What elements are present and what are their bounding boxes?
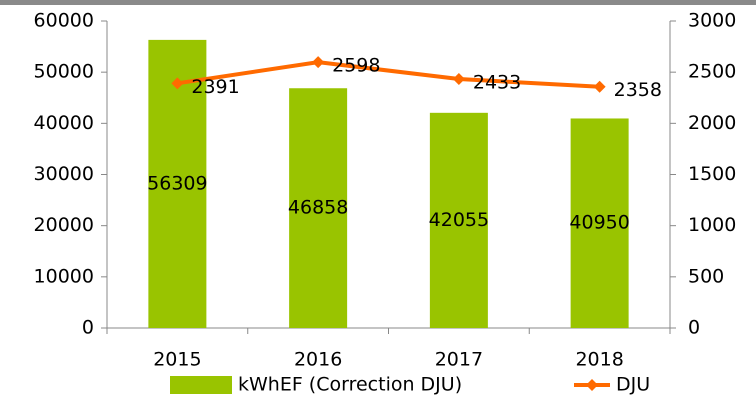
bar-value-label: 56309 — [147, 172, 207, 194]
line-marker — [171, 77, 184, 90]
bar — [289, 88, 348, 329]
frame-top — [0, 0, 756, 5]
bar-value-label: 40950 — [569, 212, 629, 234]
y2-tick-label: 3000 — [688, 10, 736, 32]
line-value-label: 2391 — [191, 76, 239, 98]
line-value-label: 2598 — [332, 55, 380, 77]
y2-tick-label: 2500 — [688, 61, 736, 83]
y2-tick-label: 500 — [688, 265, 724, 287]
y2-tick-label: 0 — [688, 317, 700, 339]
y-tick-label: 50000 — [34, 61, 94, 83]
legend-label: DJU — [616, 374, 650, 396]
x-tick-label: 2018 — [575, 349, 623, 371]
x-tick-label: 2017 — [435, 349, 483, 371]
x-tick-label: 2015 — [153, 349, 201, 371]
bar — [429, 112, 488, 329]
bar-value-label: 46858 — [288, 197, 348, 219]
y-tick-label: 60000 — [34, 10, 94, 32]
line-marker — [593, 80, 606, 93]
line-value-label: 2358 — [614, 79, 662, 101]
legend-marker — [586, 379, 598, 391]
line — [177, 60, 600, 89]
legend-label: kWhEF (Correction DJU) — [238, 374, 462, 396]
y2-tick-label: 2000 — [688, 112, 736, 134]
line-value-label: 2433 — [473, 72, 521, 94]
y-tick-label: 40000 — [34, 112, 94, 134]
y-tick-label: 0 — [82, 317, 94, 339]
line-marker — [452, 73, 465, 86]
legend-swatch — [170, 376, 232, 394]
y-tick-label: 20000 — [34, 214, 94, 236]
x-tick-label: 2016 — [294, 349, 342, 371]
line-marker — [312, 56, 325, 69]
y2-tick-label: 1500 — [688, 163, 736, 185]
y-tick-label: 10000 — [34, 265, 94, 287]
bar — [570, 118, 629, 328]
y2-tick-label: 1000 — [688, 214, 736, 236]
bar-value-label: 42055 — [429, 209, 489, 231]
y-tick-label: 30000 — [34, 163, 94, 185]
